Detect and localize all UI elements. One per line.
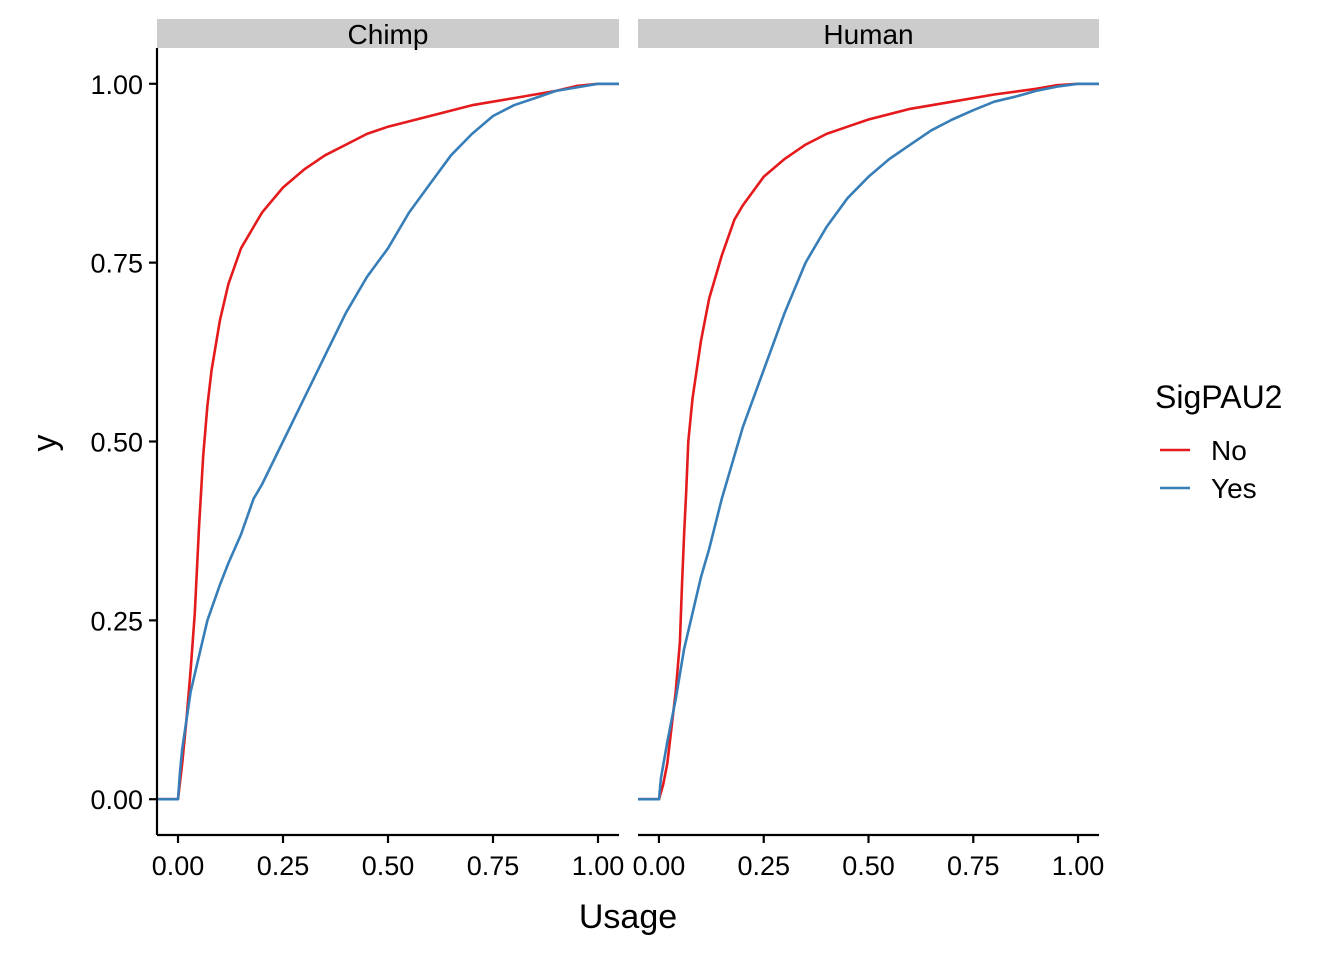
x-tick-label: 0.75 bbox=[467, 851, 520, 881]
facet-strip-label: Chimp bbox=[348, 19, 429, 50]
facet-strip-background bbox=[157, 19, 619, 48]
x-tick-label: 0.50 bbox=[362, 851, 415, 881]
legend-entries: No Yes bbox=[1160, 435, 1257, 504]
legend-entry-label: Yes bbox=[1211, 473, 1257, 504]
x-tick-label: 0.25 bbox=[737, 851, 790, 881]
y-tick-label: 0.00 bbox=[90, 785, 143, 815]
x-tick-label: 0.00 bbox=[152, 851, 205, 881]
series-line-no bbox=[157, 82, 619, 801]
x-tick-label: 1.00 bbox=[1052, 851, 1105, 881]
facet-panel-human: Human 0.00 0.25 0.50 0.75 1.00 bbox=[633, 19, 1105, 881]
facet-panel-chimp: Chimp 0.00 0.25 0.50 0.75 1.00 0.00 0.25 0.50 0.7… bbox=[90, 19, 624, 881]
y-tick-label: 1.00 bbox=[90, 70, 143, 100]
legend: SigPAU2 No Yes bbox=[1155, 379, 1282, 504]
x-tick-label: 0.50 bbox=[842, 851, 895, 881]
y-tick-label: 0.50 bbox=[90, 428, 143, 458]
y-tick-label: 0.75 bbox=[90, 249, 143, 279]
legend-entry-label: No bbox=[1211, 435, 1247, 466]
x-tick-label: 1.00 bbox=[572, 851, 625, 881]
series-line-yes bbox=[638, 82, 1099, 801]
y-axis-title: y bbox=[26, 435, 64, 452]
x-axis-title: Usage bbox=[579, 898, 677, 936]
legend-entry-no: No bbox=[1160, 435, 1247, 466]
x-tick-label: 0.00 bbox=[633, 851, 686, 881]
series-line-no bbox=[638, 82, 1099, 801]
facet-panels: Chimp 0.00 0.25 0.50 0.75 1.00 0.00 0.25 0.50 0.7… bbox=[90, 19, 1104, 881]
legend-title: SigPAU2 bbox=[1155, 379, 1282, 415]
x-tick-label: 0.75 bbox=[947, 851, 1000, 881]
facet-strip-background bbox=[638, 19, 1099, 48]
legend-entry-yes: Yes bbox=[1160, 473, 1257, 504]
y-tick-label: 0.25 bbox=[90, 606, 143, 636]
x-tick-label: 0.25 bbox=[257, 851, 310, 881]
series-line-yes bbox=[157, 82, 619, 801]
facet-strip-label: Human bbox=[823, 19, 913, 50]
